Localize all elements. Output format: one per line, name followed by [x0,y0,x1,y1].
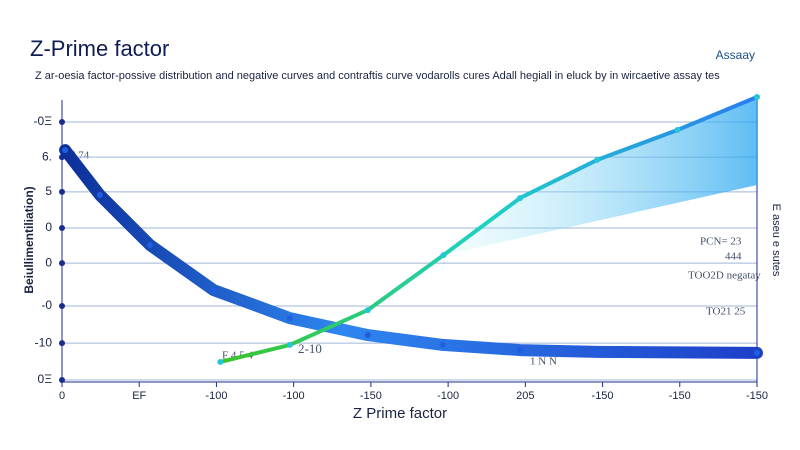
area-glow [443,96,757,256]
data-point [754,349,760,356]
y-tick-label: 6. [42,149,52,163]
subtitle: Z ar-oesia factor-possive distribution a… [35,70,720,82]
x-tick-label: -150 [669,390,691,402]
x-tick-label: EF [132,390,146,402]
data-point [364,307,371,314]
badge: Assaay [716,48,755,62]
annotation: TO21 25 [706,306,746,318]
x-tick-label: -150 [592,390,614,402]
data-point [674,126,681,133]
data-point [754,93,760,100]
annotation: TOO2D negatay [688,270,761,282]
chart-title: Z-Prime factor [30,36,169,61]
y-tick-label: -0Ξ [34,114,53,128]
data-point [286,315,293,322]
data-point [210,286,217,293]
x-tick-label: -150 [360,390,382,402]
y-tick-label: -10 [35,335,53,349]
data-point [62,147,69,154]
x-tick-label: -100 [283,390,305,402]
y-tick-label: 5 [45,184,52,198]
annotation: 1 N N [530,356,557,368]
x-tick-label: 0 [59,390,65,402]
x-tick-label: -100 [437,390,459,402]
data-point [594,348,601,355]
annotation: 2-10 [298,341,322,356]
y-tick-label: -0 [41,298,52,312]
x-axis-label: Z Prime factor [353,405,447,422]
annotation: 444 [725,251,742,263]
x-tick-label: 205 [516,390,534,402]
data-point [147,242,154,249]
data-point [516,195,523,202]
data-point [439,341,446,348]
y2-axis-label: E aseu e sutes [770,204,782,277]
y-axis-label: Beiullimentiliation) [22,186,36,293]
data-point [96,192,103,199]
data-point [516,347,523,354]
y-tick-label: 0 [45,220,52,234]
y-tick-label: 0Ξ [38,372,53,386]
data-point [217,358,224,365]
series-line [218,94,759,364]
data-point [286,341,293,348]
data-point [440,252,447,259]
x-tick-label: -150 [746,390,768,402]
y-tick-label: 0 [45,255,52,269]
data-point [594,156,601,163]
x-tick-label: -100 [205,390,227,402]
annotation: PCN= 23 [700,236,742,248]
data-point [364,332,371,339]
